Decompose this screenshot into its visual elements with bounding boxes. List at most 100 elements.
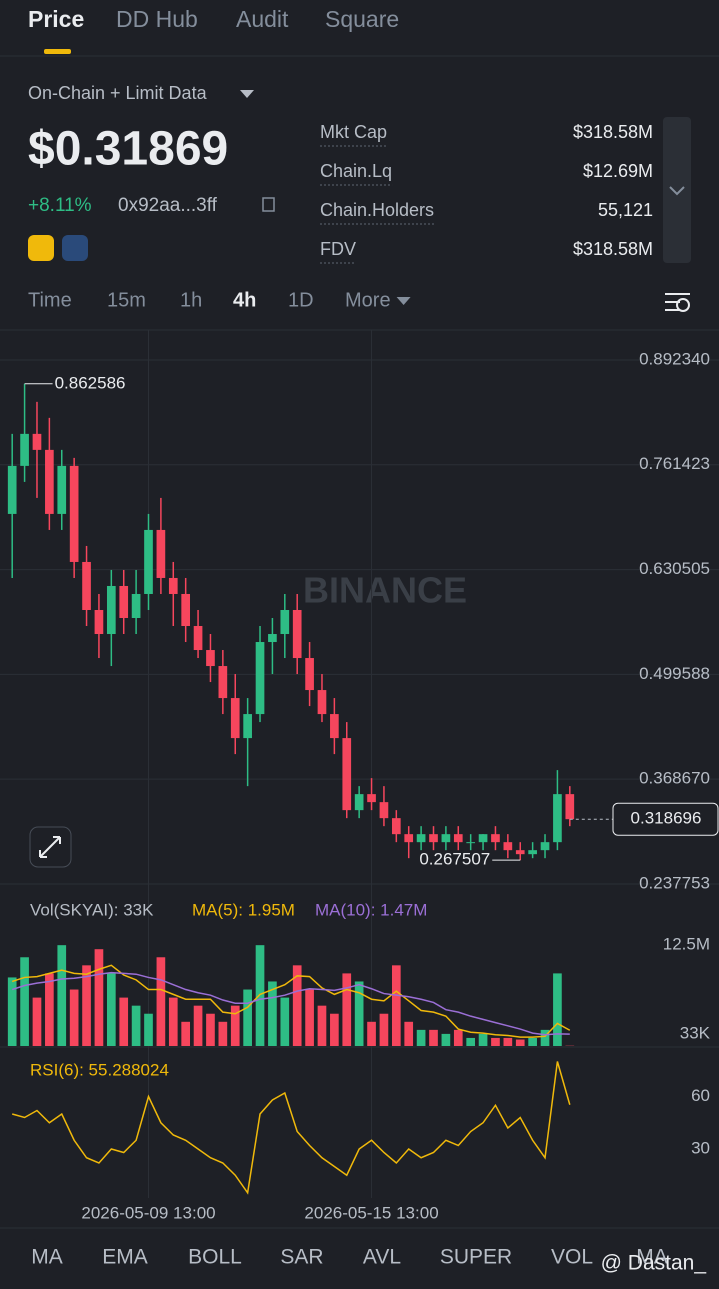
- volume-bar: [218, 1021, 228, 1046]
- rsi-line: [11, 1061, 571, 1195]
- indicator-tab[interactable]: SAR: [280, 1246, 323, 1269]
- high-label: 0.862586: [55, 373, 126, 392]
- volume-bar: [540, 1029, 550, 1046]
- tab[interactable]: Audit: [236, 6, 289, 32]
- timeframe[interactable]: 15m: [107, 289, 146, 311]
- candle-body: [230, 698, 240, 739]
- candle-body: [106, 585, 116, 635]
- candle-body: [553, 794, 562, 843]
- volume-bar: [441, 1033, 451, 1046]
- candle-body: [354, 794, 364, 811]
- indicator-tab[interactable]: VOL: [551, 1246, 593, 1269]
- low-label: 0.267507: [419, 850, 490, 869]
- volume-bar: [156, 957, 166, 1046]
- candle-body: [429, 834, 438, 843]
- volume-bar: [7, 977, 17, 1046]
- stat-label: Chain.Holders: [320, 200, 434, 220]
- active-tab-indicator: [44, 49, 71, 54]
- indicator-tab[interactable]: BOLL: [188, 1246, 242, 1269]
- volume-bar: [503, 1037, 513, 1046]
- tab[interactable]: DD Hub: [116, 6, 198, 32]
- volume-bar: [379, 1013, 389, 1046]
- volume-bar: [354, 981, 364, 1046]
- volume-bar: [268, 981, 277, 1046]
- volume-bar: [94, 949, 104, 1046]
- candle-body: [466, 842, 476, 844]
- y-tick-label: 0.368670: [639, 769, 710, 788]
- volume-bar: [206, 1013, 215, 1046]
- candle-body: [69, 465, 79, 562]
- rsi-title: RSI(6): 55.288024: [30, 1060, 169, 1079]
- candle-body: [255, 642, 265, 715]
- volume-bar: [491, 1037, 500, 1046]
- indicator-tab[interactable]: MA: [31, 1246, 63, 1269]
- volume-bar: [243, 989, 252, 1046]
- timeframe[interactable]: 1h: [180, 289, 202, 311]
- candle-body: [156, 529, 166, 578]
- indicator-tab[interactable]: EMA: [102, 1246, 148, 1269]
- candle-body: [416, 834, 426, 843]
- candle-body: [32, 433, 42, 450]
- timeframe[interactable]: Time: [28, 289, 72, 311]
- candle-body: [168, 577, 178, 594]
- chevron: [669, 186, 685, 196]
- volume-bar: [342, 973, 352, 1046]
- volume-bar: [280, 997, 290, 1046]
- copy-icon[interactable]: [262, 197, 275, 212]
- candle-body: [503, 842, 513, 851]
- volume-bar: [119, 997, 129, 1046]
- volume-bar: [478, 1033, 488, 1046]
- candle-body: [181, 593, 191, 627]
- user-watermark: @ Dastan_: [601, 1252, 707, 1275]
- price-change: +8.11%: [28, 195, 92, 216]
- tab[interactable]: Square: [325, 6, 399, 32]
- y-tick-label: 12.5M: [663, 935, 710, 954]
- candle-body: [193, 626, 203, 651]
- volume-title: Vol(SKYAI): 33K: [30, 900, 154, 919]
- y-tick-label: 0.761423: [639, 454, 710, 473]
- last-price-label: 0.318696: [631, 809, 702, 828]
- timeframe[interactable]: 1D: [288, 289, 314, 311]
- x-tick-label: 2026-05-09 13:00: [81, 1203, 215, 1222]
- stat-label: Mkt Cap: [320, 122, 387, 142]
- candle-body: [94, 609, 104, 635]
- timeframe[interactable]: 4h: [233, 289, 256, 311]
- candle-body: [144, 529, 153, 594]
- volume-bar: [57, 945, 67, 1046]
- indicator-tab[interactable]: MA: [636, 1246, 668, 1269]
- volume-bar: [453, 1029, 463, 1046]
- contract-address: 0x92aa...3ff: [118, 195, 218, 216]
- candle-body: [206, 650, 215, 667]
- candle-body: [478, 834, 488, 843]
- ma-line: [11, 964, 571, 1038]
- candle-body: [540, 842, 550, 851]
- candle-body: [379, 802, 389, 819]
- legend-entry: MA(5): 1.95M: [192, 900, 295, 919]
- y-tick-label: 60: [691, 1086, 710, 1105]
- volume-bar: [305, 989, 314, 1046]
- volume-bar: [20, 957, 29, 1046]
- watermark: BINANCE: [303, 570, 467, 611]
- data-source[interactable]: On-Chain + Limit Data: [28, 83, 208, 103]
- volume-bar: [317, 1005, 327, 1046]
- volume-bar: [528, 1037, 537, 1046]
- settings-icon-dot: [676, 298, 690, 312]
- volume-bar: [144, 1013, 153, 1046]
- y-tick-label: 33K: [680, 1023, 711, 1042]
- candle-body: [404, 834, 414, 843]
- candle-body: [131, 593, 141, 619]
- volume-bar: [193, 1005, 203, 1046]
- indicator-tab[interactable]: SUPER: [440, 1246, 512, 1269]
- indicator-tab[interactable]: AVL: [363, 1246, 401, 1269]
- candle-body: [515, 850, 525, 855]
- candle-body: [82, 561, 91, 610]
- volume-bar: [367, 1021, 376, 1046]
- volume-bar: [416, 1029, 426, 1046]
- timeframe[interactable]: More: [345, 289, 391, 311]
- expand-stats[interactable]: [663, 117, 691, 263]
- tab[interactable]: Price: [28, 6, 84, 32]
- stat-value: $318.58M: [573, 239, 653, 259]
- volume-bar: [69, 989, 79, 1046]
- stat-label: Chain.Lq: [320, 161, 392, 181]
